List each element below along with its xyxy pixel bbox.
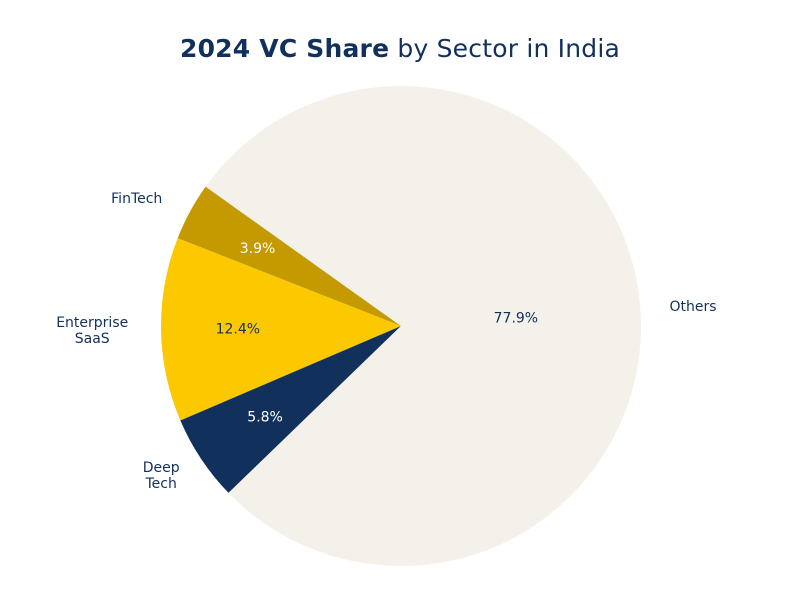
pie-category-label: Deep Tech — [143, 460, 180, 492]
chart-title: 2024 VC Share by Sector in India — [0, 34, 800, 63]
pie-pct-label: 77.9% — [494, 310, 538, 326]
pie-category-label: FinTech — [111, 191, 162, 207]
pie-pct-label: 3.9% — [240, 241, 276, 257]
chart-title-rest: by Sector in India — [397, 34, 621, 63]
pie-slice-deep-tech — [180, 326, 401, 493]
pie-pct-label: 5.8% — [247, 409, 283, 425]
pie-slice-enterprise-saas — [161, 238, 401, 421]
pie-slice-others — [205, 86, 641, 567]
pie-category-label: Enterprise SaaS — [56, 315, 128, 347]
chart-title-bold: 2024 VC Share — [179, 34, 390, 63]
pie-pct-label: 12.4% — [216, 321, 260, 337]
pie-category-label: Others — [670, 299, 717, 315]
pie-slice-fintech — [177, 186, 401, 326]
